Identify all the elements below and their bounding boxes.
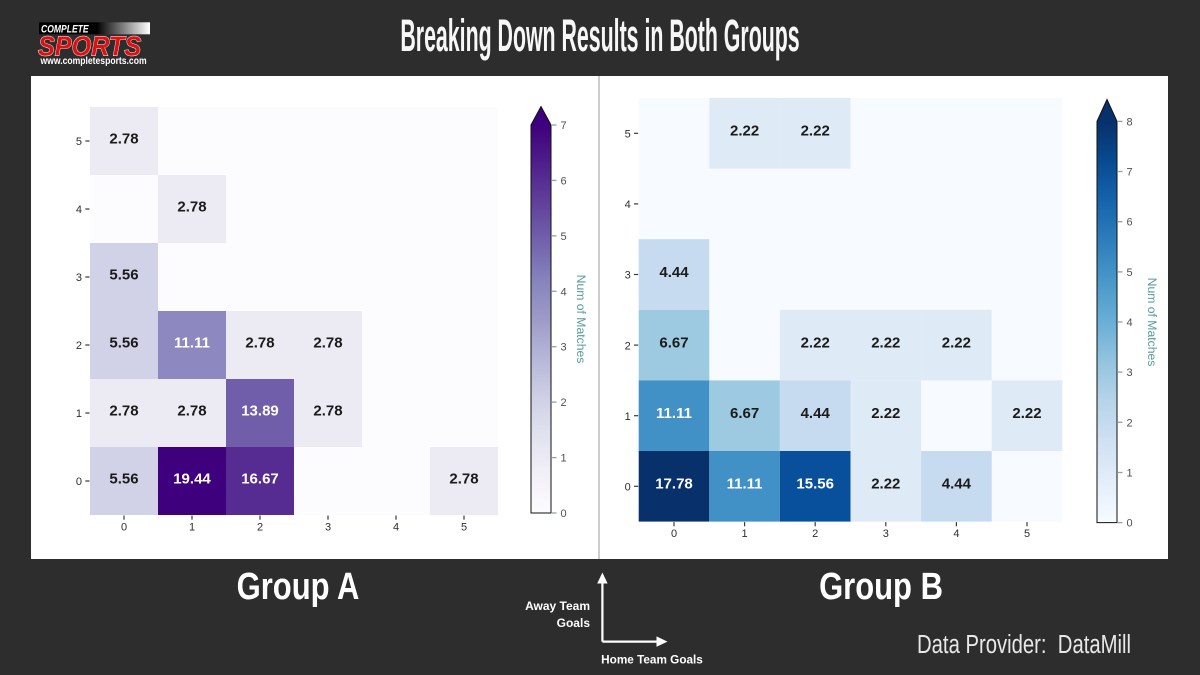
svg-text:3: 3 <box>883 528 889 540</box>
svg-text:Num of Matches: Num of Matches <box>1145 278 1159 367</box>
svg-text:7: 7 <box>1127 167 1133 179</box>
svg-text:6.67: 6.67 <box>659 335 688 352</box>
svg-text:4.44: 4.44 <box>801 405 831 422</box>
svg-text:13.89: 13.89 <box>241 402 279 419</box>
svg-text:5: 5 <box>561 231 567 243</box>
svg-text:5: 5 <box>1127 267 1133 279</box>
svg-text:3: 3 <box>76 272 82 284</box>
svg-text:3: 3 <box>625 270 631 282</box>
svg-text:2.78: 2.78 <box>449 470 478 487</box>
svg-text:2: 2 <box>257 521 263 533</box>
svg-text:Group A: Group A <box>237 566 360 608</box>
svg-text:1: 1 <box>1127 468 1133 480</box>
svg-text:1: 1 <box>742 528 748 540</box>
svg-text:17.78: 17.78 <box>655 476 693 493</box>
svg-text:COMPLETE: COMPLETE <box>41 24 89 36</box>
svg-text:2: 2 <box>561 397 567 409</box>
svg-text:4.44: 4.44 <box>659 264 689 281</box>
svg-text:2: 2 <box>76 340 82 352</box>
svg-text:0: 0 <box>625 482 631 494</box>
svg-text:Data Provider: DataMill: Data Provider: DataMill <box>917 630 1131 659</box>
svg-text:15.56: 15.56 <box>796 476 834 493</box>
svg-text:5: 5 <box>461 521 467 533</box>
svg-text:Breaking Down Results in Both: Breaking Down Results in Both Groups <box>400 11 799 61</box>
svg-text:SPORTS: SPORTS <box>38 30 141 62</box>
svg-text:Home Team Goals: Home Team Goals <box>601 652 703 666</box>
svg-text:11.11: 11.11 <box>656 405 692 422</box>
svg-text:2.78: 2.78 <box>313 334 342 351</box>
svg-text:5.56: 5.56 <box>109 334 138 351</box>
svg-text:2.78: 2.78 <box>177 198 206 215</box>
svg-text:2.22: 2.22 <box>871 476 900 493</box>
svg-text:7: 7 <box>561 120 567 132</box>
svg-text:2.22: 2.22 <box>730 123 759 140</box>
svg-text:11.11: 11.11 <box>174 334 210 351</box>
svg-text:5.56: 5.56 <box>109 266 138 283</box>
svg-text:Group B: Group B <box>819 566 943 608</box>
svg-text:2: 2 <box>1127 417 1133 429</box>
svg-text:3: 3 <box>325 521 331 533</box>
svg-text:2.22: 2.22 <box>1012 405 1041 422</box>
svg-text:0: 0 <box>121 521 127 533</box>
svg-text:2.78: 2.78 <box>313 402 342 419</box>
svg-text:3: 3 <box>561 342 567 354</box>
svg-text:Goals: Goals <box>557 616 591 630</box>
svg-text:0: 0 <box>76 476 82 488</box>
svg-text:6.67: 6.67 <box>730 405 759 422</box>
svg-text:2.22: 2.22 <box>871 405 900 422</box>
svg-text:2: 2 <box>625 340 631 352</box>
svg-text:2.22: 2.22 <box>801 335 830 352</box>
svg-text:4: 4 <box>953 528 959 540</box>
svg-text:5: 5 <box>76 136 82 148</box>
svg-text:Away Team: Away Team <box>525 599 590 613</box>
svg-text:0: 0 <box>561 508 567 520</box>
svg-text:19.44: 19.44 <box>173 470 211 487</box>
svg-text:2.22: 2.22 <box>871 335 900 352</box>
svg-text:4: 4 <box>76 204 82 216</box>
svg-text:4: 4 <box>393 521 399 533</box>
svg-text:6: 6 <box>1127 217 1133 229</box>
svg-text:2.22: 2.22 <box>942 335 971 352</box>
svg-text:4: 4 <box>1127 317 1133 329</box>
svg-text:2.78: 2.78 <box>109 130 138 147</box>
svg-text:2: 2 <box>812 528 818 540</box>
svg-text:4: 4 <box>561 286 567 298</box>
svg-text:2.22: 2.22 <box>801 123 830 140</box>
svg-text:2.78: 2.78 <box>245 334 274 351</box>
svg-text:4.44: 4.44 <box>942 476 972 493</box>
svg-text:2.78: 2.78 <box>177 402 206 419</box>
svg-text:11.11: 11.11 <box>727 476 763 493</box>
svg-text:1: 1 <box>561 453 567 465</box>
svg-text:8: 8 <box>1127 116 1133 128</box>
svg-text:Num of Matches: Num of Matches <box>574 275 588 364</box>
svg-text:6: 6 <box>561 175 567 187</box>
svg-text:4: 4 <box>625 199 631 211</box>
svg-text:5.56: 5.56 <box>109 470 138 487</box>
svg-text:1: 1 <box>625 411 631 423</box>
svg-text:2.78: 2.78 <box>109 402 138 419</box>
svg-text:5: 5 <box>1024 528 1030 540</box>
svg-text:1: 1 <box>76 408 82 420</box>
svg-text:1: 1 <box>189 521 195 533</box>
svg-text:16.67: 16.67 <box>241 470 279 487</box>
svg-text:5: 5 <box>625 129 631 141</box>
svg-text:www.completesports.com: www.completesports.com <box>40 55 147 66</box>
svg-text:0: 0 <box>1127 518 1133 530</box>
svg-text:0: 0 <box>671 528 677 540</box>
svg-text:3: 3 <box>1127 367 1133 379</box>
